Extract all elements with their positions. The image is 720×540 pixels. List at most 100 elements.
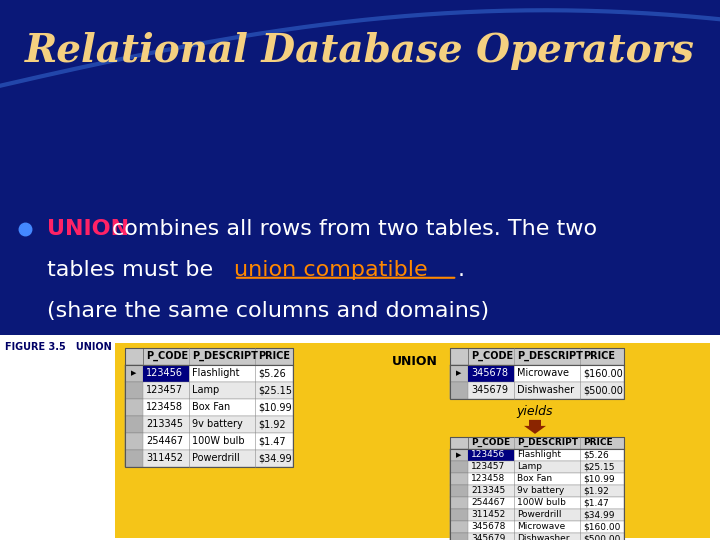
- Text: 123458: 123458: [471, 475, 505, 483]
- Text: yields: yields: [517, 406, 553, 419]
- Text: 311452: 311452: [146, 454, 183, 463]
- FancyArrow shape: [524, 420, 546, 434]
- FancyBboxPatch shape: [125, 416, 293, 433]
- Text: $1.47: $1.47: [583, 498, 608, 508]
- Text: P_CODE: P_CODE: [471, 438, 510, 448]
- Text: 123457: 123457: [471, 462, 505, 471]
- Text: 345678: 345678: [471, 523, 505, 531]
- Text: .: .: [457, 260, 464, 280]
- FancyBboxPatch shape: [115, 343, 710, 538]
- FancyBboxPatch shape: [450, 449, 624, 461]
- FancyBboxPatch shape: [125, 399, 143, 416]
- Text: $5.26: $5.26: [258, 368, 286, 379]
- FancyBboxPatch shape: [450, 382, 624, 399]
- Text: $25.15: $25.15: [583, 462, 614, 471]
- FancyBboxPatch shape: [468, 449, 514, 461]
- Text: 213345: 213345: [471, 487, 505, 496]
- FancyBboxPatch shape: [125, 433, 293, 450]
- Text: 100W bulb: 100W bulb: [192, 436, 245, 447]
- FancyBboxPatch shape: [450, 485, 468, 497]
- FancyBboxPatch shape: [125, 450, 293, 467]
- FancyBboxPatch shape: [450, 365, 468, 382]
- Text: 254467: 254467: [146, 436, 183, 447]
- Text: $10.99: $10.99: [258, 402, 292, 413]
- Text: Dishwasher: Dishwasher: [517, 535, 570, 540]
- Text: ▶: ▶: [131, 370, 137, 376]
- Text: 9v battery: 9v battery: [517, 487, 564, 496]
- Text: $1.92: $1.92: [258, 420, 286, 429]
- Text: P_DESCRIPT: P_DESCRIPT: [192, 351, 258, 361]
- Text: tables must be: tables must be: [47, 260, 220, 280]
- Text: Relational Database Operators: Relational Database Operators: [25, 32, 695, 70]
- Text: union compatible: union compatible: [234, 260, 428, 280]
- FancyBboxPatch shape: [450, 509, 624, 521]
- Text: $500.00: $500.00: [583, 535, 621, 540]
- Text: 9v battery: 9v battery: [192, 420, 243, 429]
- FancyBboxPatch shape: [450, 533, 624, 540]
- Text: Microwave: Microwave: [517, 523, 565, 531]
- FancyBboxPatch shape: [450, 461, 468, 473]
- Text: $1.47: $1.47: [258, 436, 286, 447]
- FancyBboxPatch shape: [125, 348, 293, 365]
- FancyBboxPatch shape: [450, 521, 468, 533]
- Text: $160.00: $160.00: [583, 523, 621, 531]
- Text: $5.26: $5.26: [583, 450, 608, 460]
- FancyBboxPatch shape: [125, 433, 143, 450]
- FancyBboxPatch shape: [450, 437, 468, 449]
- Text: UNION: UNION: [47, 219, 129, 239]
- FancyBboxPatch shape: [125, 348, 143, 365]
- Text: 100W bulb: 100W bulb: [517, 498, 566, 508]
- FancyBboxPatch shape: [125, 365, 293, 382]
- FancyBboxPatch shape: [450, 449, 468, 461]
- Text: $500.00: $500.00: [583, 386, 623, 395]
- Text: (share the same columns and domains): (share the same columns and domains): [47, 301, 489, 321]
- Text: Microwave: Microwave: [517, 368, 569, 379]
- Text: $34.99: $34.99: [583, 510, 614, 519]
- FancyBboxPatch shape: [450, 509, 468, 521]
- FancyBboxPatch shape: [125, 382, 143, 399]
- FancyBboxPatch shape: [125, 365, 143, 382]
- Text: Powerdrill: Powerdrill: [192, 454, 240, 463]
- FancyBboxPatch shape: [450, 348, 468, 365]
- FancyBboxPatch shape: [450, 382, 468, 399]
- Text: 213345: 213345: [146, 420, 183, 429]
- Text: 345678: 345678: [471, 368, 508, 379]
- Text: Dishwasher: Dishwasher: [517, 386, 574, 395]
- FancyBboxPatch shape: [0, 205, 720, 335]
- Text: combines all rows from two tables. The two: combines all rows from two tables. The t…: [112, 219, 597, 239]
- Text: $25.15: $25.15: [258, 386, 292, 395]
- Text: $160.00: $160.00: [583, 368, 623, 379]
- FancyBboxPatch shape: [125, 399, 293, 416]
- Text: FIGURE 3.5   UNION: FIGURE 3.5 UNION: [5, 342, 112, 352]
- Text: ▶: ▶: [456, 370, 462, 376]
- FancyBboxPatch shape: [143, 365, 189, 382]
- Text: Powerdrill: Powerdrill: [517, 510, 562, 519]
- Text: 123457: 123457: [146, 386, 183, 395]
- Text: 345679: 345679: [471, 535, 505, 540]
- Text: ▶: ▶: [456, 452, 462, 458]
- Text: 123456: 123456: [471, 450, 505, 460]
- Text: 345679: 345679: [471, 386, 508, 395]
- FancyBboxPatch shape: [125, 382, 293, 399]
- Text: P_DESCRIPT: P_DESCRIPT: [517, 438, 578, 448]
- Text: 311452: 311452: [471, 510, 505, 519]
- FancyBboxPatch shape: [468, 365, 514, 382]
- Text: P_DESCRIPT: P_DESCRIPT: [517, 351, 583, 361]
- FancyBboxPatch shape: [450, 473, 468, 485]
- Text: Box Fan: Box Fan: [517, 475, 552, 483]
- Text: $34.99: $34.99: [258, 454, 292, 463]
- Text: Flashlight: Flashlight: [192, 368, 240, 379]
- Text: 123458: 123458: [146, 402, 183, 413]
- Text: PRICE: PRICE: [583, 438, 613, 448]
- Text: 123456: 123456: [146, 368, 183, 379]
- Text: 254467: 254467: [471, 498, 505, 508]
- FancyBboxPatch shape: [450, 533, 468, 540]
- Text: PRICE: PRICE: [583, 352, 615, 361]
- Text: UNION: UNION: [392, 355, 438, 368]
- FancyBboxPatch shape: [450, 485, 624, 497]
- FancyBboxPatch shape: [450, 348, 624, 365]
- FancyBboxPatch shape: [450, 497, 624, 509]
- FancyBboxPatch shape: [450, 497, 468, 509]
- FancyBboxPatch shape: [450, 437, 624, 449]
- FancyBboxPatch shape: [125, 450, 143, 467]
